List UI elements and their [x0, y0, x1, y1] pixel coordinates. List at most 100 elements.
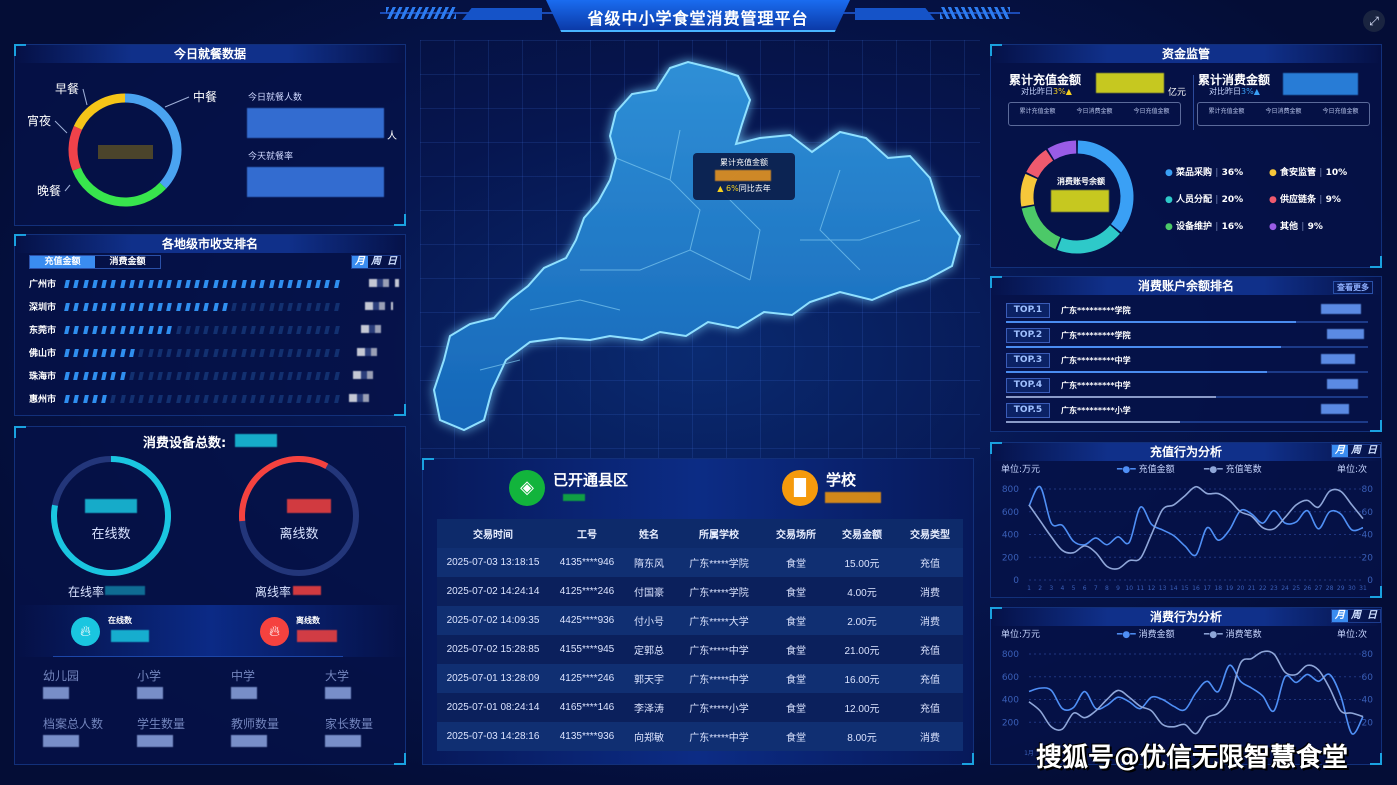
balance-progress-track: [1006, 421, 1368, 423]
province-map[interactable]: [420, 40, 980, 460]
view-more-button[interactable]: 查看更多: [1333, 281, 1373, 294]
x-tick: 19: [1226, 585, 1234, 592]
legend-name: 人员分配: [1176, 195, 1213, 205]
city-name: 惠州市: [29, 395, 57, 405]
bar-segment: [287, 349, 293, 357]
recharge-unit: 亿元: [1168, 88, 1187, 98]
legend-series-0[interactable]: ━●━ 充值金额: [1117, 462, 1175, 475]
counties-label: 已开通县区: [553, 471, 629, 489]
bar-segment: [92, 280, 98, 288]
table-cell: 2025-07-03 14:28:16: [446, 731, 540, 742]
column-header[interactable]: 交易金额: [842, 530, 882, 541]
legend-name: 消费笔数: [1225, 630, 1262, 640]
city-value: [361, 325, 387, 333]
period-month[interactable]: 月: [352, 256, 368, 268]
bar-segment: [64, 349, 70, 357]
legend-series-1[interactable]: ━●━ 充值笔数: [1204, 462, 1262, 475]
period-week[interactable]: 周: [1351, 610, 1361, 621]
city-row[interactable]: 东莞市: [15, 323, 407, 336]
balance-rank-row[interactable]: TOP.3 广东*********中学: [991, 352, 1383, 376]
bar-segment: [315, 280, 321, 288]
bar-segment: [129, 395, 135, 403]
bar-segment: [240, 395, 247, 403]
legend-pct: 9%: [1325, 195, 1341, 205]
page-title: 省级中小学食堂消费管理平台: [587, 9, 809, 28]
legend-pct: 20%: [1221, 195, 1244, 205]
column-header[interactable]: 交易场所: [776, 530, 816, 541]
chart-period-tabs: 月周日: [1331, 444, 1381, 458]
legend-item[interactable]: ● 其他 | 9%: [1269, 222, 1323, 232]
meal-segment-2: [68, 125, 83, 171]
bar-segment: [250, 372, 256, 380]
balance-rank-row[interactable]: TOP.2 广东*********学院: [991, 327, 1383, 351]
city-row[interactable]: 佛山市: [15, 346, 407, 359]
legend-name: 消费金额: [1138, 630, 1175, 640]
column-header[interactable]: 工号: [577, 530, 597, 541]
stat-label: 幼儿园: [43, 669, 80, 683]
balance-rank-row[interactable]: TOP.5 广东*********小学: [991, 402, 1383, 426]
column-header[interactable]: 姓名: [639, 530, 659, 541]
tab-consume[interactable]: 消费金额: [109, 257, 146, 267]
table-row[interactable]: 2025-07-03 13:18:15 4135****946 隋东风 广东*****…: [437, 548, 963, 577]
stat-label: 学生数量: [137, 717, 186, 731]
balance-rank-row[interactable]: TOP.1 广东*********学院: [991, 302, 1383, 326]
period-month[interactable]: 月: [1332, 610, 1348, 622]
table-row[interactable]: 2025-07-02 15:28:85 4155****945 定郭总 广东*****…: [437, 635, 963, 664]
fullscreen-icon[interactable]: ⤢: [1363, 10, 1385, 32]
column-header[interactable]: 交易类型: [910, 530, 950, 541]
y-tick-left: 0: [1013, 576, 1019, 586]
bar-segment: [268, 349, 275, 357]
line-chart: 200 400 600 800 20 40 60 80 1月: [1002, 650, 1374, 757]
city-row[interactable]: 深圳市: [15, 300, 407, 313]
legend-item[interactable]: ● 供应链条 | 9%: [1269, 195, 1341, 205]
map-region[interactable]: [432, 60, 962, 432]
column-header[interactable]: 交易时间: [473, 530, 513, 541]
period-day[interactable]: 日: [1367, 610, 1377, 621]
bar-segment: [138, 349, 145, 357]
period-week[interactable]: 周: [1351, 445, 1361, 456]
legend-item[interactable]: ● 人员分配 | 20%: [1165, 195, 1244, 205]
stat-label: 小学: [137, 669, 162, 683]
y-tick-right: 20: [1362, 718, 1374, 728]
legend-series-1[interactable]: ━●━ 消费笔数: [1204, 627, 1262, 640]
offline-count-label: 离线数: [279, 527, 319, 542]
period-month[interactable]: 月: [1332, 445, 1348, 457]
y-axis-left-unit: 单位:万元: [1001, 465, 1041, 475]
table-cell: 2025-07-02 14:09:35: [446, 615, 540, 626]
table-row[interactable]: 2025-07-02 14:09:35 4425****936 付小号 广东*****…: [437, 606, 963, 635]
column-header[interactable]: 所属学校: [699, 530, 739, 541]
city-row[interactable]: 惠州市: [15, 392, 407, 405]
table-row[interactable]: 2025-07-01 13:28:09 4125****246 郭天宇 广东*****…: [437, 664, 963, 693]
up-triangle-icon: ▲: [717, 184, 726, 193]
table-row[interactable]: 2025-07-02 14:24:14 4125****246 付国豪 广东*****…: [437, 577, 963, 606]
bar-segment: [296, 326, 303, 334]
tab-recharge[interactable]: 充值金额: [30, 256, 95, 268]
online-count-value: [85, 499, 137, 513]
y-tick-right: 80: [1362, 485, 1374, 495]
period-week[interactable]: 周: [371, 256, 381, 267]
table-row[interactable]: 2025-07-03 14:28:16 4135****936 向郑敏 广东*****…: [437, 722, 963, 751]
legend-item[interactable]: ● 设备维护 | 16%: [1165, 222, 1244, 232]
city-row[interactable]: 广州市: [15, 277, 407, 290]
bar-segment: [305, 280, 312, 288]
table-cell: 4125****246: [559, 673, 615, 684]
period-day[interactable]: 日: [1367, 445, 1377, 456]
bar-segment: [194, 372, 201, 380]
bar-segment: [129, 372, 135, 380]
table-row[interactable]: 2025-07-01 08:24:14 4165****146 李泽涛 广东*****…: [437, 693, 963, 722]
legend-series-0[interactable]: ━●━ 消费金额: [1117, 627, 1175, 640]
x-tick: 26: [1304, 585, 1312, 592]
bar-segment: [129, 303, 135, 311]
legend-item[interactable]: ● 食安监管 | 10%: [1269, 168, 1348, 178]
city-row[interactable]: 珠海市: [15, 369, 407, 382]
city-bar: [64, 279, 344, 288]
x-tick: 6: [1083, 585, 1087, 592]
period-day[interactable]: 日: [387, 256, 397, 267]
legend-item[interactable]: ● 菜品采购 | 36%: [1165, 168, 1244, 178]
meal-count-label: 今日就餐人数: [248, 93, 303, 103]
balance-rank-row[interactable]: TOP.4 广东*********中学: [991, 377, 1383, 401]
bar-segment: [138, 303, 145, 311]
table-cell: 广东*****大学: [689, 617, 749, 628]
funds-segment-5: [1047, 140, 1077, 161]
